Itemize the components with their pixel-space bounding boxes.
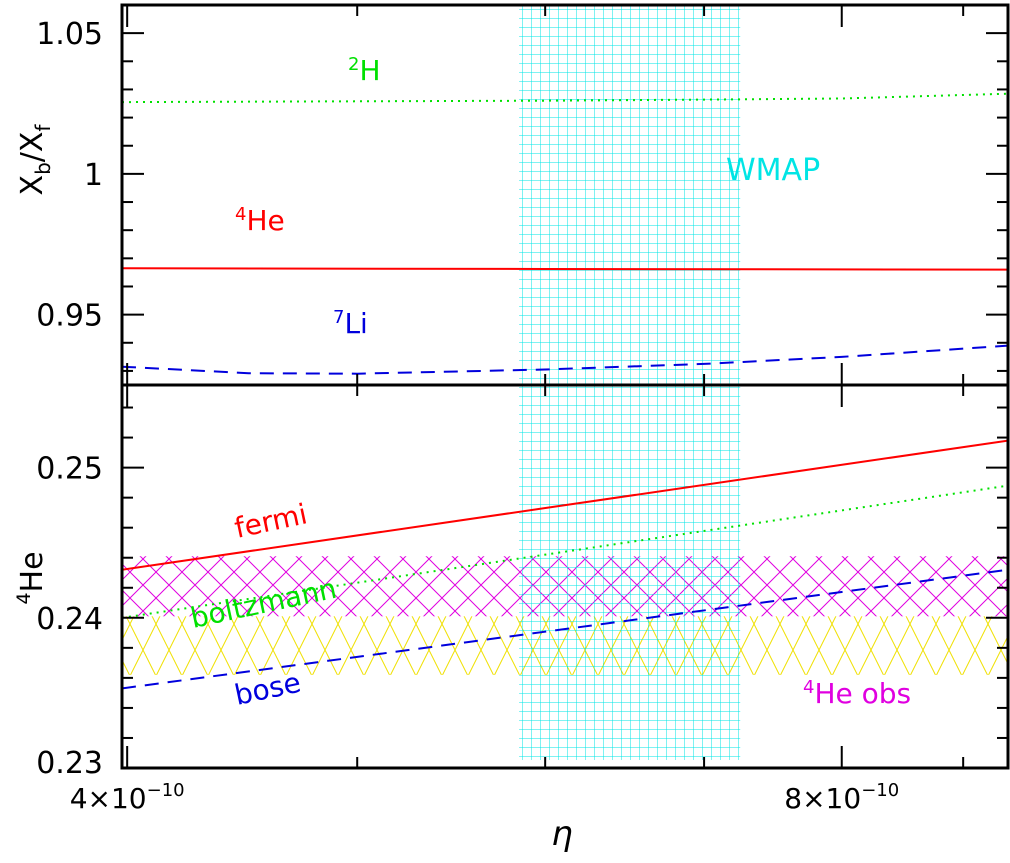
- series-7li: [122, 344, 1008, 375]
- tick-labels: 0.95 1 1.05 0.23 0.24 0.25 4×10−10 8×10−10: [36, 17, 899, 815]
- bands-layer: [122, 5, 1008, 760]
- y-tick-label: 0.24: [36, 602, 103, 637]
- wmap-band: [519, 5, 741, 760]
- series-fermi: [122, 439, 1008, 571]
- series-4he: [122, 267, 1008, 271]
- bottom-panel-frame: [120, 383, 1010, 770]
- label-fermi: fermi: [232, 497, 310, 544]
- bottom-panel-lines: [122, 439, 1008, 690]
- top-panel-lines: [122, 92, 1008, 375]
- x-tick-label: 4×10−10: [70, 780, 185, 815]
- label-7Li: 7Li: [333, 307, 368, 340]
- series-2h: [122, 92, 1008, 104]
- y-tick-label: 0.23: [36, 746, 103, 781]
- label-wmap: WMAP: [726, 153, 820, 188]
- axis-ticks: [122, 5, 1008, 769]
- y-tick-label: 0.25: [36, 452, 103, 487]
- y-tick-label: 0.95: [36, 299, 103, 334]
- label-he-obs: 4He obs: [803, 677, 911, 710]
- x-tick-label: 8×10−10: [784, 780, 899, 815]
- top-ylabel: Xb/Xf: [15, 124, 55, 196]
- y-tick-label: 1.05: [36, 17, 103, 52]
- label-2H: 2H: [348, 54, 381, 87]
- bottom-ylabel: 4He: [13, 551, 50, 604]
- y-tick-label: 1: [84, 158, 103, 193]
- label-4He: 4He: [235, 204, 285, 237]
- x-axis-label: η: [551, 814, 573, 854]
- series-bose: [122, 568, 1008, 690]
